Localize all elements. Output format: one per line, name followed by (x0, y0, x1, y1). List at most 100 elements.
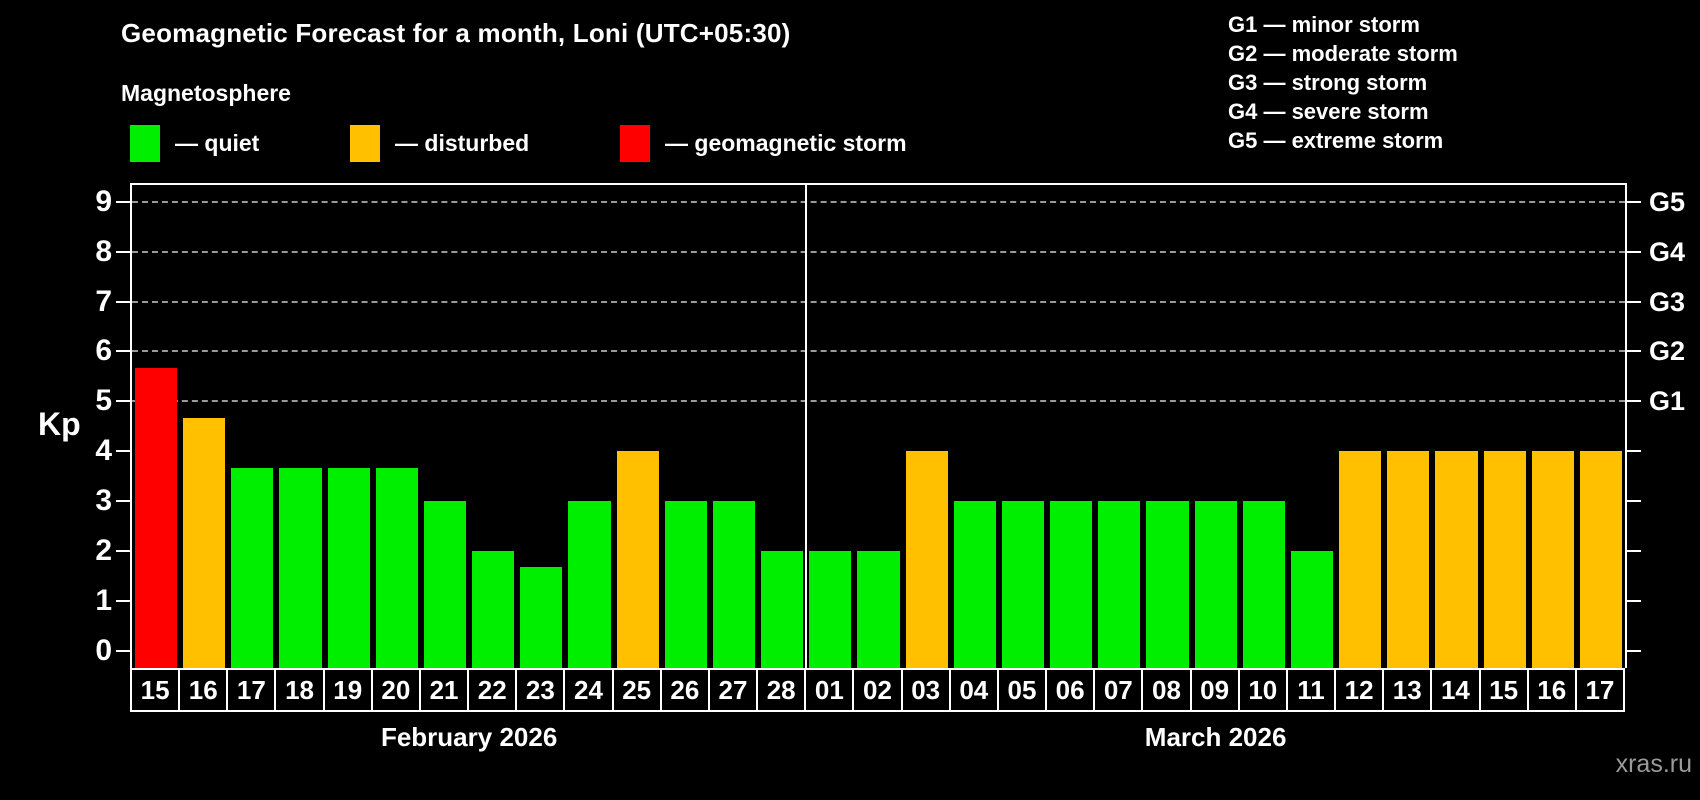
day-label-cell-feb-15: 15 (130, 668, 181, 712)
kp-bar-mar-16 (1531, 451, 1574, 668)
kp-bar-feb-21 (423, 501, 467, 668)
page-title: Geomagnetic Forecast for a month, Loni (… (121, 18, 791, 48)
kp-bar-mar-17 (1579, 451, 1622, 668)
gridline-G4 (132, 250, 1625, 253)
day-label-cell-feb-18: 18 (274, 668, 325, 712)
storm-scale-legend-item: G2 — moderate storm (1228, 41, 1458, 66)
right-axis-tick (1627, 250, 1641, 253)
day-label-cell-feb-17: 17 (226, 668, 277, 712)
y-axis-tick (116, 200, 130, 203)
kp-bar-feb-25 (616, 451, 659, 668)
kp-bar-feb-28 (761, 550, 804, 668)
day-label-cell-feb-25: 25 (611, 668, 662, 712)
legend-label: — disturbed (395, 129, 530, 156)
day-label-cell-feb-23: 23 (515, 668, 566, 712)
plot-top-border (130, 183, 1627, 185)
day-label-cell-mar-04: 04 (948, 668, 999, 712)
y-axis-tick (116, 549, 130, 552)
storm-scale-legend-item: G5 — extreme storm (1228, 128, 1444, 153)
day-label-cell-mar-14: 14 (1430, 668, 1481, 712)
kp-bar-mar-03 (905, 451, 948, 668)
day-label-cell-feb-28: 28 (756, 668, 807, 712)
kp-bar-feb-16 (183, 417, 226, 668)
magnetosphere-subtitle: Magnetosphere (121, 80, 291, 106)
day-label-cell-feb-26: 26 (659, 668, 710, 712)
gridline-G1 (132, 400, 1625, 403)
month-label-february: February 2026 (380, 722, 558, 752)
gridline-G2 (132, 350, 1625, 353)
kp-bar-feb-17 (231, 467, 274, 668)
y-axis-tick (116, 500, 130, 502)
kp-bar-feb-20 (375, 467, 418, 668)
month-divider (805, 183, 808, 668)
kp-bar-feb-15 (135, 367, 178, 668)
y-axis-tick (116, 649, 130, 652)
storm-scale-legend-item: G3 — strong storm (1228, 70, 1428, 95)
right-axis-tick (1627, 649, 1641, 652)
g-scale-label-G5: G5 (1649, 186, 1686, 217)
day-label-cell-feb-22: 22 (467, 668, 518, 712)
day-label-cell-mar-16: 16 (1526, 668, 1577, 712)
day-label-cell-mar-05: 05 (996, 668, 1048, 712)
kp-bar-feb-27 (712, 501, 756, 668)
day-label-cell-mar-09: 09 (1189, 668, 1240, 712)
kp-bar-mar-14 (1435, 451, 1478, 668)
kp-bar-mar-01 (809, 550, 852, 668)
y-tick-label: 5 (95, 384, 112, 418)
kp-bar-mar-12 (1339, 451, 1382, 668)
kp-bar-feb-18 (279, 467, 322, 668)
y-axis-tick (116, 250, 130, 253)
kp-bar-feb-23 (520, 567, 563, 668)
legend-swatch-quiet (130, 124, 160, 162)
month-label-march: March 2026 (1144, 722, 1287, 752)
y-tick-label: 6 (95, 334, 112, 368)
storm-scale-legend: G1 — minor storm G2 — moderate storm G3 … (1228, 10, 1458, 155)
y-tick-label: 7 (95, 284, 112, 318)
gridline-G5 (132, 200, 1625, 203)
day-label-cell-mar-11: 11 (1285, 668, 1337, 712)
y-axis-tick (116, 350, 130, 353)
right-axis-tick (1627, 350, 1641, 353)
day-label-cell-feb-27: 27 (707, 668, 759, 712)
day-label-cell-mar-02: 02 (852, 668, 903, 712)
kp-bar-feb-19 (327, 467, 370, 668)
g-scale-label-G4: G4 (1649, 236, 1686, 267)
kp-bar-mar-15 (1483, 451, 1526, 668)
y-tick-label: 1 (95, 583, 112, 617)
legend-label: — geomagnetic storm (665, 129, 907, 156)
kp-bar-feb-24 (568, 501, 611, 668)
kp-bar-mar-08 (1146, 501, 1189, 668)
right-axis-tick (1627, 300, 1641, 303)
right-axis-tick (1627, 400, 1641, 403)
day-label-cell-mar-07: 07 (1093, 668, 1144, 712)
storm-scale-legend-item: G1 — minor storm (1228, 12, 1420, 37)
y-tick-label: 2 (95, 533, 112, 567)
right-axis-line (1625, 183, 1627, 668)
legend-item-quiet: — quiet (130, 124, 259, 162)
y-axis-tick (116, 599, 130, 602)
y-tick-label: 9 (95, 184, 112, 218)
day-label-cell-mar-13: 13 (1382, 668, 1433, 712)
y-axis-line (130, 183, 132, 668)
day-label-cell-mar-06: 06 (1045, 668, 1096, 712)
right-axis-tick (1627, 599, 1641, 602)
kp-bar-mar-09 (1194, 501, 1237, 668)
kp-bar-mar-04 (953, 501, 996, 668)
kp-bar-feb-22 (472, 550, 515, 668)
day-label-cell-mar-12: 12 (1334, 668, 1385, 712)
storm-scale-legend-item: G4 — severe storm (1228, 99, 1429, 124)
day-label-cell-mar-08: 08 (1141, 668, 1192, 712)
g-scale-label-G2: G2 (1649, 336, 1686, 367)
right-axis-tick (1627, 200, 1641, 203)
y-axis-tick (116, 300, 130, 303)
kp-bar-mar-05 (1001, 501, 1045, 668)
right-axis-tick (1627, 450, 1641, 453)
day-label-cell-mar-15: 15 (1478, 668, 1529, 712)
day-label-cell-mar-03: 03 (900, 668, 951, 712)
day-label-cell-feb-19: 19 (322, 668, 373, 712)
y-tick-label: 0 (95, 633, 112, 667)
y-tick-label: 4 (95, 434, 112, 468)
y-tick-label: 3 (95, 484, 112, 517)
y-tick-label: 8 (95, 234, 112, 268)
